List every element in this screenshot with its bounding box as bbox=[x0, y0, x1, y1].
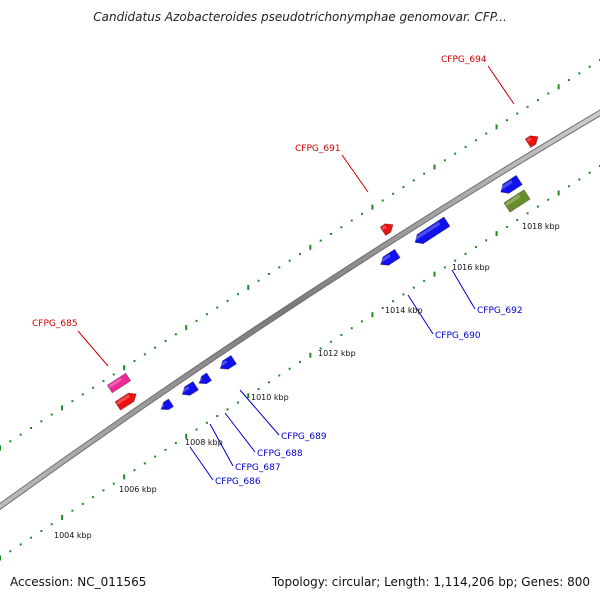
gene-label-cfpg-692[interactable]: CFPG_692 bbox=[477, 306, 523, 316]
gene-cfpg-685-magenta bbox=[106, 372, 132, 394]
gene-label-cfpg-689[interactable]: CFPG_689 bbox=[281, 432, 327, 442]
gene-cfpg-694 bbox=[524, 135, 539, 149]
map-title: Candidatus Azobacteroides pseudotrichony… bbox=[93, 10, 507, 24]
label-leader-lines bbox=[77, 65, 515, 481]
gene-cfpg-691-body bbox=[379, 223, 394, 237]
leader-line bbox=[407, 294, 434, 335]
gene-cfpg-690 bbox=[379, 248, 401, 266]
gene-label-cfpg-694[interactable]: CFPG_694 bbox=[441, 55, 487, 65]
gene-cfpg-688-body bbox=[198, 372, 213, 385]
gene-cfpg-685-magenta-body bbox=[106, 372, 132, 394]
gene-cfpg-685-magenta-highlight bbox=[108, 377, 122, 388]
gene-label-cfpg-685[interactable]: CFPG_685 bbox=[32, 319, 78, 329]
gene-cfpg-689-highlight bbox=[218, 360, 228, 367]
gene-label-cfpg-687[interactable]: CFPG_687 bbox=[235, 463, 281, 473]
leader-line bbox=[189, 446, 214, 481]
gene-cfpg-685-highlight bbox=[116, 394, 130, 405]
gene-cfpg-693-body bbox=[500, 174, 523, 194]
scale-label-1010: 1010 kbp bbox=[251, 393, 289, 402]
gene-labels: CFPG_685 CFPG_691 CFPG_694 CFPG_686 CFPG… bbox=[32, 55, 523, 487]
scale-label-1004: 1004 kbp bbox=[54, 531, 92, 540]
gene-olive-body bbox=[503, 189, 531, 213]
leader-line bbox=[341, 154, 369, 193]
gene-cfpg-693-highlight bbox=[499, 180, 513, 191]
leader-line bbox=[451, 269, 476, 310]
backbone bbox=[0, 109, 600, 511]
scale-label-1018: 1018 kbp bbox=[522, 222, 560, 231]
gene-cfpg-687-body bbox=[181, 380, 199, 396]
gene-cfpg-685 bbox=[114, 392, 137, 411]
gene-cfpg-689-body bbox=[219, 354, 237, 370]
accession-text: Accession: NC_011565 bbox=[10, 575, 147, 589]
scale-labels: 1004 kbp 1006 kbp 1008 kbp 1010 kbp 1012… bbox=[54, 222, 560, 540]
scale-label-1012: 1012 kbp bbox=[318, 349, 356, 358]
leader-line bbox=[77, 330, 109, 367]
gene-label-cfpg-691[interactable]: CFPG_691 bbox=[295, 144, 341, 154]
scale-label-1008: 1008 kbp bbox=[185, 438, 223, 447]
genome-summary-text: Topology: circular; Length: 1,114,206 bp… bbox=[271, 575, 590, 589]
gene-cfpg-690-body bbox=[380, 248, 401, 266]
gene-cfpg-686 bbox=[159, 398, 175, 411]
gene-olive-highlight bbox=[505, 194, 521, 206]
gene-cfpg-694-highlight bbox=[526, 137, 532, 142]
gene-cfpg-692-body bbox=[414, 216, 451, 245]
leader-line bbox=[487, 65, 515, 105]
gene-cfpg-686-highlight bbox=[159, 403, 165, 409]
gene-cfpg-690-highlight bbox=[379, 254, 391, 264]
gene-label-cfpg-690[interactable]: CFPG_690 bbox=[435, 331, 481, 341]
gene-label-cfpg-688[interactable]: CFPG_688 bbox=[257, 449, 303, 459]
gene-cfpg-688-highlight bbox=[197, 377, 203, 383]
leader-line bbox=[224, 412, 256, 453]
leader-line bbox=[209, 423, 234, 467]
gene-cfpg-692 bbox=[413, 216, 451, 245]
gene-cfpg-686-body bbox=[160, 398, 175, 411]
scale-label-1014: 1014 kbp bbox=[385, 306, 423, 315]
scale-label-1016: 1016 kbp bbox=[452, 263, 490, 272]
scale-label-1006: 1006 kbp bbox=[119, 485, 157, 494]
gene-olive bbox=[503, 189, 531, 213]
leader-line bbox=[239, 389, 280, 436]
gene-cfpg-691 bbox=[379, 223, 394, 237]
gene-cfpg-693 bbox=[499, 174, 523, 194]
gene-cfpg-687 bbox=[180, 380, 199, 396]
gene-cfpg-689 bbox=[218, 354, 237, 370]
scale-ticks bbox=[0, 59, 600, 561]
gene-cfpg-691-highlight bbox=[381, 225, 387, 230]
gene-label-cfpg-686[interactable]: CFPG_686 bbox=[215, 477, 261, 487]
gene-cfpg-694-body bbox=[524, 135, 539, 149]
backbone-line bbox=[0, 110, 600, 509]
gene-cfpg-688 bbox=[197, 372, 213, 385]
gene-features bbox=[106, 135, 539, 411]
gene-cfpg-687-highlight bbox=[180, 386, 190, 393]
gene-cfpg-685-body bbox=[114, 392, 137, 411]
gene-cfpg-692-highlight bbox=[413, 221, 441, 241]
